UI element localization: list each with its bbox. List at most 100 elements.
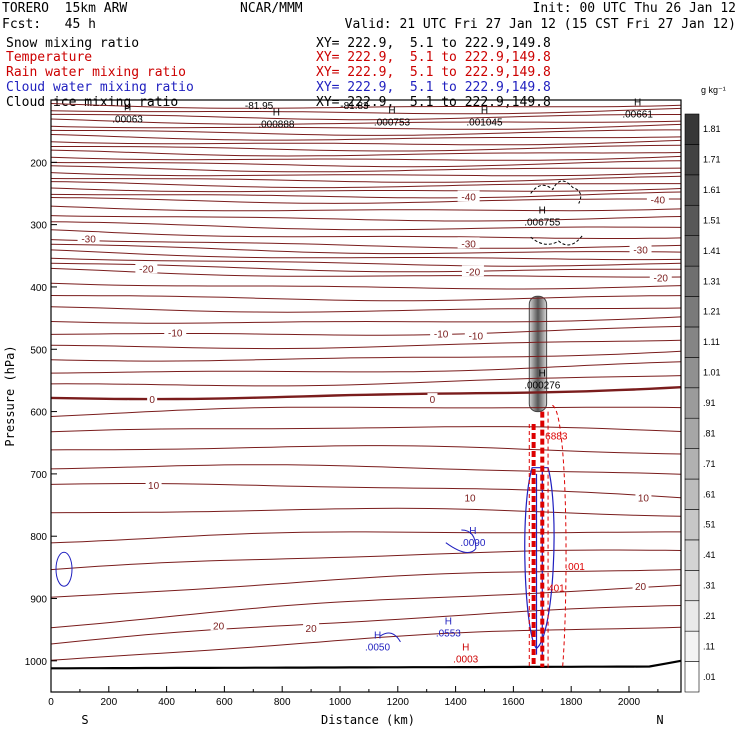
colorbar-label: 1.51	[703, 215, 721, 225]
colorbar-label: 1.71	[703, 155, 721, 165]
field-cloudwater-name: Cloud water mixing ratio	[6, 80, 194, 95]
cloudwater-contour	[55, 551, 73, 587]
colorbar-label: .01	[703, 672, 716, 682]
isotherm-line	[50, 507, 682, 517]
temperature-label-bg	[135, 262, 158, 274]
x-tick-label: 1600	[502, 697, 525, 708]
x-tick-label: 1400	[444, 697, 467, 708]
isotherm-line	[50, 155, 682, 161]
colorbar-unit: g kg⁻¹	[701, 85, 726, 95]
colorbar-label: 1.31	[703, 276, 721, 286]
colorbar-swatch	[684, 326, 700, 358]
field-temperature-xy: XY= 222.9, 5.1 to 222.9,149.8	[316, 50, 551, 65]
colorbar-label: .81	[703, 428, 716, 438]
colorbar-swatch	[684, 265, 700, 297]
isotherm-line	[50, 205, 682, 212]
colorbar-label: .61	[703, 489, 716, 499]
isotherm-line	[50, 160, 682, 168]
x-axis-label: Distance (km)	[321, 713, 415, 727]
temperature-label-bg	[629, 243, 652, 255]
isotherm-line	[50, 249, 682, 261]
temperature-label: -20	[466, 267, 481, 278]
x-tick-label: 200	[100, 697, 117, 708]
isotherm-line	[50, 483, 682, 499]
temperature-label: 0	[430, 395, 436, 406]
isotherm-line	[50, 375, 682, 387]
temperature-label-bg	[632, 580, 649, 592]
maximum-marker: H	[539, 205, 546, 216]
colorbar-label: 1.11	[703, 337, 720, 347]
isotherm-line	[50, 282, 682, 290]
temperature-label: 20	[213, 621, 225, 632]
temperature-label-bg	[430, 327, 453, 339]
maximum-marker: H	[634, 97, 641, 108]
temperature-label: -20	[139, 264, 154, 275]
isotherm-line	[50, 118, 682, 125]
temperature-label-bg	[210, 619, 227, 631]
rain-contour	[552, 404, 567, 669]
field-cloudice-xy: XY= 222.9, 5.1 to 222.9,149.8	[316, 95, 551, 110]
maximum-marker: H	[445, 617, 452, 628]
x-tick-label: 1800	[560, 697, 583, 708]
colorbar-label: .21	[703, 611, 716, 621]
isotherm-line	[50, 325, 682, 336]
x-tick-label: 400	[158, 697, 175, 708]
maximum-marker: H	[481, 106, 488, 117]
maximum-value: .0003	[453, 655, 478, 666]
valid-label: Valid: 21 UTC Fri 27 Jan 12 (15 CST Fri …	[344, 17, 736, 32]
y-tick-label: 900	[30, 595, 47, 606]
maximum-value: .0050	[365, 642, 390, 653]
y-tick-label: 700	[30, 470, 47, 481]
isotherm-line	[50, 129, 681, 136]
isotherm-line	[50, 221, 682, 231]
ground-line	[51, 659, 682, 670]
field-snow-name: Snow mixing ratio	[6, 36, 140, 51]
plot-frame	[50, 99, 682, 693]
isotherm-line	[50, 350, 682, 362]
isotherm-line	[50, 165, 682, 173]
cloudice-contour	[530, 180, 584, 246]
temperature-label-bg	[457, 237, 480, 249]
temperature-label: -30	[81, 234, 96, 245]
temperature-label-bg	[303, 621, 320, 633]
rain-contour	[528, 411, 549, 669]
y-tick-label: 200	[30, 158, 47, 169]
colorbar-swatch	[684, 600, 700, 632]
isotherm-line	[50, 215, 682, 222]
y-tick-label: 300	[30, 221, 47, 232]
colorbar-label: 1.41	[703, 246, 721, 256]
colorbar-label: .71	[703, 459, 716, 469]
x-tick-label: 600	[216, 697, 233, 708]
field-cloudwater-xy: XY= 222.9, 5.1 to 222.9,149.8	[316, 80, 551, 95]
isotherm-line	[50, 531, 681, 544]
y-axis-label: Pressure (hPa)	[3, 345, 17, 446]
cloudwater-contour	[535, 467, 543, 658]
colorbar-swatch	[684, 570, 700, 602]
org-label: NCAR/MMM	[240, 1, 303, 16]
temperature-label: -40	[651, 196, 666, 207]
temperature-label-bg	[464, 329, 487, 341]
temperature-label: -30	[461, 239, 476, 250]
isotherm-line	[50, 361, 682, 374]
colorbar-label: .41	[703, 550, 716, 560]
colorbar-label: 1.81	[703, 124, 721, 134]
maximum-value: .000276	[524, 381, 561, 392]
isotherm-line	[50, 239, 682, 249]
isotherm-line	[50, 339, 682, 350]
colorbar-label: 1.01	[703, 368, 721, 378]
colorbar-label: 1.61	[703, 185, 721, 195]
temperature-label: 10	[638, 494, 650, 505]
maximum-marker: H	[469, 526, 476, 537]
colorbar-label: .91	[703, 398, 716, 408]
isotherm-line	[50, 139, 682, 146]
field-rain-name: Rain water mixing ratio	[6, 65, 187, 80]
colorbar-label: .31	[703, 581, 716, 591]
upper-label: -81.83	[340, 101, 369, 112]
isotherm-line	[50, 445, 682, 455]
rain-label: 6883	[545, 431, 568, 442]
colorbar-swatch	[684, 539, 700, 571]
x-tick-label: 1000	[329, 697, 352, 708]
colorbar-swatch	[684, 509, 700, 541]
isotherm-line	[50, 172, 682, 177]
temperature-label: 20	[635, 582, 647, 593]
